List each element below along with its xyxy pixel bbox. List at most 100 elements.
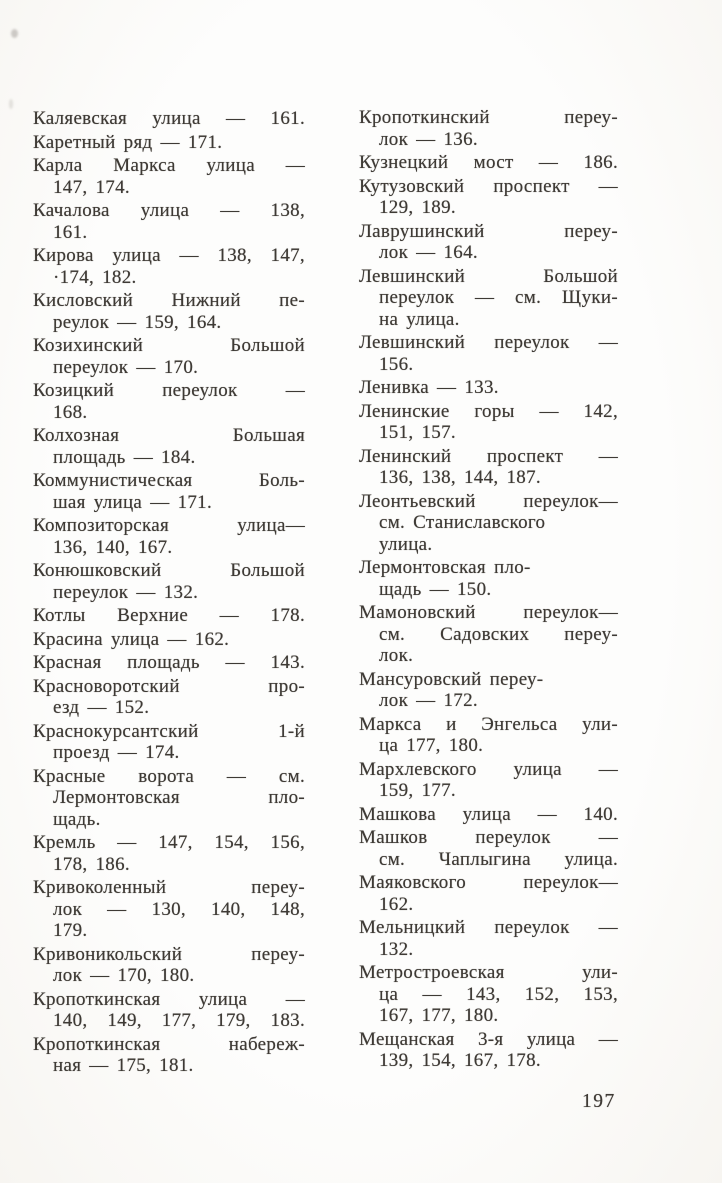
index-entry: Кисловский Нижний пе-реулок — 159, 164. bbox=[33, 290, 305, 333]
index-entry: Кутузовский проспект —129, 189. bbox=[359, 176, 618, 219]
entry-line: 147, 174. bbox=[53, 176, 130, 198]
index-entry: Карла Маркса улица —147, 174. bbox=[33, 155, 305, 198]
index-entry: Мархлевского улица —159, 177. bbox=[359, 759, 618, 802]
index-entry: Козихинский Большой переулок — 170. bbox=[33, 335, 305, 378]
entry-line: Ленивка — 133. bbox=[359, 377, 499, 398]
entry-line: Карла Маркса улица — bbox=[33, 155, 305, 176]
index-entry: Коммунистическая Боль-шая улица — 171. bbox=[33, 470, 305, 513]
index-entry: Кропоткинская улица —140, 149, 177, 179,… bbox=[33, 989, 305, 1032]
index-entry: Козицкий переулок —168. bbox=[33, 380, 305, 423]
index-entry: Кривоникольский переу-лок — 170, 180. bbox=[33, 944, 305, 987]
entry-line: 139, 154, 167, 178. bbox=[379, 1050, 541, 1071]
entry-line: Козихинский Большой bbox=[33, 335, 305, 356]
entry-line: Маяковского переулок— bbox=[359, 872, 618, 893]
index-entry: Кропоткинская набереж-ная — 175, 181. bbox=[33, 1034, 305, 1077]
entry-line: Колхозная Большая bbox=[33, 425, 305, 446]
entry-line: щадь. bbox=[53, 808, 101, 830]
index-entry: Кирова улица — 138, 147, ·174, 182. bbox=[33, 245, 305, 288]
entry-line: 129, 189. bbox=[379, 197, 456, 218]
entry-line: улица. bbox=[379, 533, 433, 555]
entry-line: 179. bbox=[53, 920, 88, 941]
entry-line: Кремль — 147, 154, 156, bbox=[33, 832, 305, 853]
scan-artifact bbox=[9, 99, 13, 109]
index-entry: Конюшковский Большой переулок — 132. bbox=[33, 560, 305, 603]
entry-line: Машков переулок — bbox=[359, 827, 618, 848]
index-entry: Лермонтовская пло-щадь — 150. bbox=[359, 557, 618, 600]
entry-line: 151, 157. bbox=[379, 422, 456, 443]
index-entry: Ленинский проспект —136, 138, 144, 187. bbox=[359, 446, 618, 489]
entry-line: 162. bbox=[379, 893, 414, 915]
index-entry: Композиторская улица— 136, 140, 167. bbox=[33, 515, 305, 558]
index-entry: Маяковского переулок— 162. bbox=[359, 872, 618, 915]
index-entry: Мамоновский переулок— см. Садовских переу… bbox=[359, 602, 618, 667]
entry-line: см. Станиславского bbox=[379, 512, 546, 533]
index-entry: Каляевская улица — 161. bbox=[33, 108, 305, 130]
entry-line: лок — 130, 140, 148, bbox=[53, 898, 305, 920]
entry-line: Машкова улица — 140. bbox=[359, 803, 618, 825]
entry-line: Мамоновский переулок— bbox=[359, 602, 618, 623]
entry-line: 136, 140, 167. bbox=[53, 536, 173, 558]
entry-line: Котлы Верхние — 178. bbox=[33, 605, 305, 626]
entry-line: 132. bbox=[379, 938, 414, 960]
entry-line: реулок — 159, 164. bbox=[53, 311, 222, 333]
index-entry: Левшинский переулок —156. bbox=[359, 332, 618, 375]
index-entry: Лаврушинский переу-лок — 164. bbox=[359, 221, 618, 264]
index-entry: Кропоткинский переу-лок — 136. bbox=[359, 107, 618, 150]
index-entry: Машков переулок — см. Чаплыгина улица. bbox=[359, 827, 618, 870]
index-entry: Ленинские горы — 142, 151, 157. bbox=[359, 401, 618, 444]
index-entry: Кривоколенный переу-лок — 130, 140, 148,… bbox=[33, 877, 305, 942]
index-entry: Кузнецкий мост — 186. bbox=[359, 152, 618, 174]
entry-line: Кропоткинская набереж- bbox=[33, 1033, 305, 1055]
index-entry: Котлы Верхние — 178. bbox=[33, 605, 305, 627]
entry-line: Конюшковский Большой bbox=[33, 560, 305, 581]
entry-line: Красноворотский про- bbox=[33, 675, 305, 697]
entry-line: Кривоколенный переу- bbox=[33, 877, 305, 898]
entry-line: шая улица — 171. bbox=[53, 491, 213, 513]
entry-line: Композиторская улица— bbox=[33, 515, 305, 536]
entry-line: Метростроевская ули- bbox=[359, 962, 618, 983]
scan-artifact bbox=[11, 29, 18, 38]
index-entry: Красная площадь — 143. bbox=[33, 652, 305, 674]
entry-line: лок — 172. bbox=[379, 690, 478, 711]
index-entry: Каретный ряд — 171. bbox=[33, 132, 305, 154]
index-entry: Качалова улица — 138, 161. bbox=[33, 200, 305, 243]
entry-line: щадь — 150. bbox=[379, 578, 492, 600]
entry-line: 167, 177, 180. bbox=[379, 1005, 499, 1026]
entry-line: 140, 149, 177, 179, 183. bbox=[53, 1010, 305, 1031]
index-entry: Краснокурсантский 1-й проезд — 174. bbox=[33, 721, 305, 764]
index-entry: Метростроевская ули-ца — 143, 152, 153, 1… bbox=[359, 962, 618, 1027]
entry-line: 156. bbox=[379, 353, 414, 375]
entry-line: ная — 175, 181. bbox=[53, 1055, 194, 1076]
entry-line: переулок — 132. bbox=[53, 581, 199, 603]
entry-line: Качалова улица — 138, bbox=[33, 200, 305, 221]
entry-line: Кропоткинский переу- bbox=[359, 107, 618, 128]
entry-line: Красина улица — 162. bbox=[33, 628, 230, 650]
entry-line: Леонтьевский переулок— bbox=[359, 490, 618, 512]
entry-line: Мархлевского улица — bbox=[359, 758, 618, 780]
entry-line: Красные ворота — см. bbox=[33, 765, 305, 787]
entry-line: площадь — 184. bbox=[53, 446, 196, 468]
index-entry: Кремль — 147, 154, 156, 178, 186. bbox=[33, 832, 305, 875]
entry-line: Лермонтовская пло- bbox=[359, 557, 531, 578]
entry-line: Коммунистическая Боль- bbox=[33, 470, 305, 491]
index-entry: Машкова улица — 140. bbox=[359, 804, 618, 826]
entry-line: ·174, 182. bbox=[53, 266, 137, 288]
entry-line: проезд — 174. bbox=[53, 742, 180, 763]
entry-line: ца 177, 180. bbox=[379, 735, 484, 756]
entry-line: Левшинский Большой bbox=[359, 265, 618, 287]
index-entry: Маркса и Энгельса ули-ца 177, 180. bbox=[359, 714, 618, 757]
entry-line: Мельницкий переулок — bbox=[359, 917, 618, 938]
entry-line: 178, 186. bbox=[53, 853, 130, 875]
entry-line: Каретный ряд — 171. bbox=[33, 131, 223, 153]
entry-line: Кисловский Нижний пе- bbox=[33, 290, 305, 311]
entry-line: 168. bbox=[53, 401, 88, 423]
index-column-left: Каляевская улица — 161. Каретный ряд — 17… bbox=[33, 108, 305, 1079]
entry-line: 159, 177. bbox=[379, 780, 456, 801]
index-entry: Колхозная Большая площадь — 184. bbox=[33, 425, 305, 468]
entry-line: Маркса и Энгельса ули- bbox=[359, 713, 618, 735]
index-entry: Левшинский Большой переулок — см. Щуки-на… bbox=[359, 266, 618, 331]
entry-line: Левшинский переулок — bbox=[359, 332, 618, 353]
entry-line: ца — 143, 152, 153, bbox=[379, 983, 618, 1005]
entry-line: езд — 152. bbox=[53, 697, 150, 718]
entry-line: Козицкий переулок — bbox=[33, 380, 305, 401]
